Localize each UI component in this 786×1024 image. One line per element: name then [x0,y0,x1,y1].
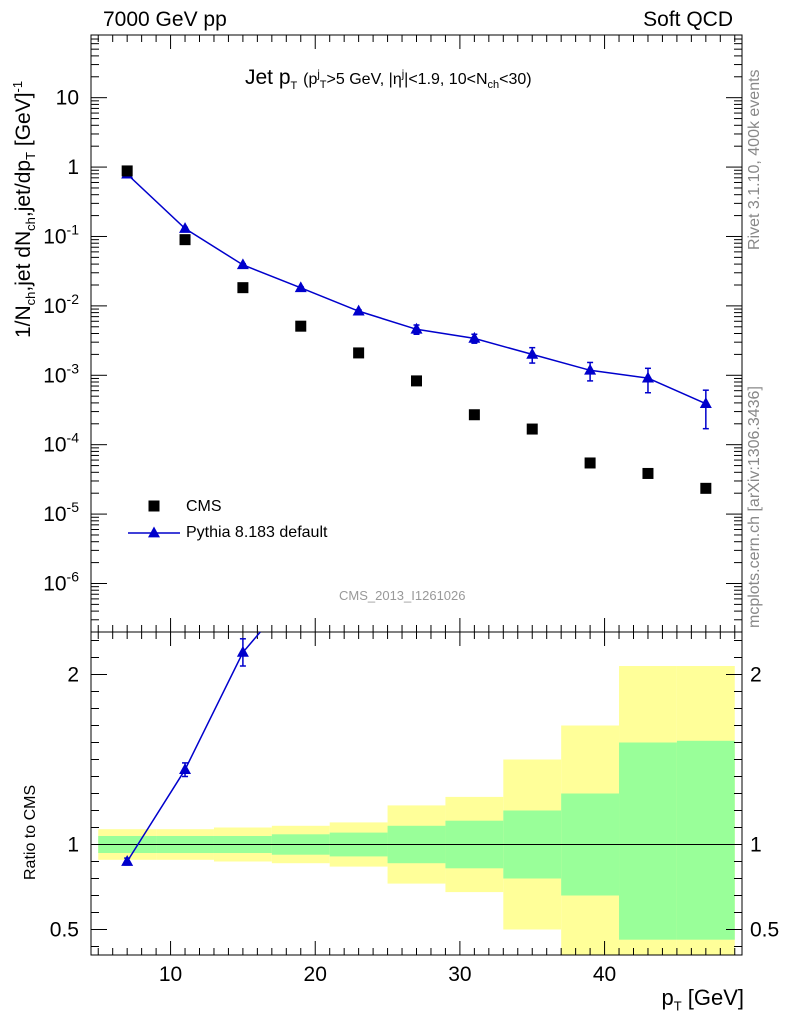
ratio-tick-label: 0.5 [50,919,79,942]
legend-cms-label: CMS [186,498,222,515]
cms-point [121,165,133,177]
x-tick-label: 40 [593,963,616,986]
y-tick-label: 10-1 [43,221,79,248]
ratio-pythia-line [126,631,261,862]
x-tick-label: 20 [304,963,327,986]
ratio-pythia-point [236,645,249,657]
ratio-pythia-point [179,763,192,775]
plot-title: Jet pT (pjT>5 GeV, |ηj|<1.9, 10<Nch<30) [245,66,532,93]
cms-point [295,320,307,332]
main-panel-series [121,165,712,494]
cms-point [411,375,422,387]
pythia-point [236,258,249,270]
cms-point [237,282,249,294]
pythia-point [410,322,423,334]
y-tick-label: 1 [67,156,79,179]
cms-point [179,234,191,246]
analysis-id-label: CMS_2013_I1261026 [339,588,466,603]
mcplots-label: mcplots.cern.ch [arXiv:1306.3436] [746,386,763,628]
ratio-tick-label-right: 0.5 [750,919,779,942]
legend-pythia-label: Pythia 8.183 default [186,524,328,541]
ratio-pythia-point [121,855,134,866]
cms-point [642,467,654,479]
y-tick-label: 10-4 [43,430,79,457]
cms-point [526,423,538,435]
ratio-tick-label-right: 2 [750,664,762,687]
ratio-tick-label: 1 [67,834,79,857]
y-tick-label: 10-6 [43,568,79,595]
inner-band-bin [619,742,677,940]
pythia-line [126,173,707,405]
cms-point [584,457,596,469]
x-axis-label: pT [GeV] [661,985,744,1014]
legend-cms-marker [148,500,160,512]
beam-energy-label: 7000 GeV pp [103,8,227,31]
pythia-point [641,371,654,383]
pythia-point [526,347,539,359]
y-tick-label: 10-5 [43,499,79,526]
pythia-point [584,363,597,375]
y-tick-label: 10 [56,87,79,110]
rivet-version-label: Rivet 3.1.10, 400k events [746,69,763,250]
process-label: Soft QCD [643,8,733,31]
pythia-point [699,397,712,408]
ratio-uncertainty-bands [91,666,742,955]
pythia-point [352,304,365,316]
pythia-point [179,222,192,233]
x-tick-label: 30 [448,963,471,986]
y-tick-label: 10-2 [43,291,79,318]
legend-pythia-marker [148,526,160,538]
axis-ticks: 10 20 30 40 10-6 10-5 10-4 10-3 10-2 10-1 1 10 0.5 0.… [43,34,779,986]
ratio-tick-label-right: 1 [750,834,762,857]
y-axis-label: 1/Nch,jet dNch,jet/dpT [GeV]-1 [10,80,39,338]
ratio-panel-series [121,631,261,866]
cms-point [353,347,365,359]
x-tick-label: 10 [159,963,182,986]
legend-markers [128,500,180,538]
cms-point [468,409,480,421]
pythia-point [294,281,307,293]
pythia-point [468,331,481,343]
ratio-tick-label: 2 [67,664,79,687]
cms-point [700,482,712,494]
inner-band-bin [676,740,735,940]
y-tick-label: 10-3 [43,360,79,387]
ratio-y-axis-label: Ratio to CMS [22,784,39,880]
